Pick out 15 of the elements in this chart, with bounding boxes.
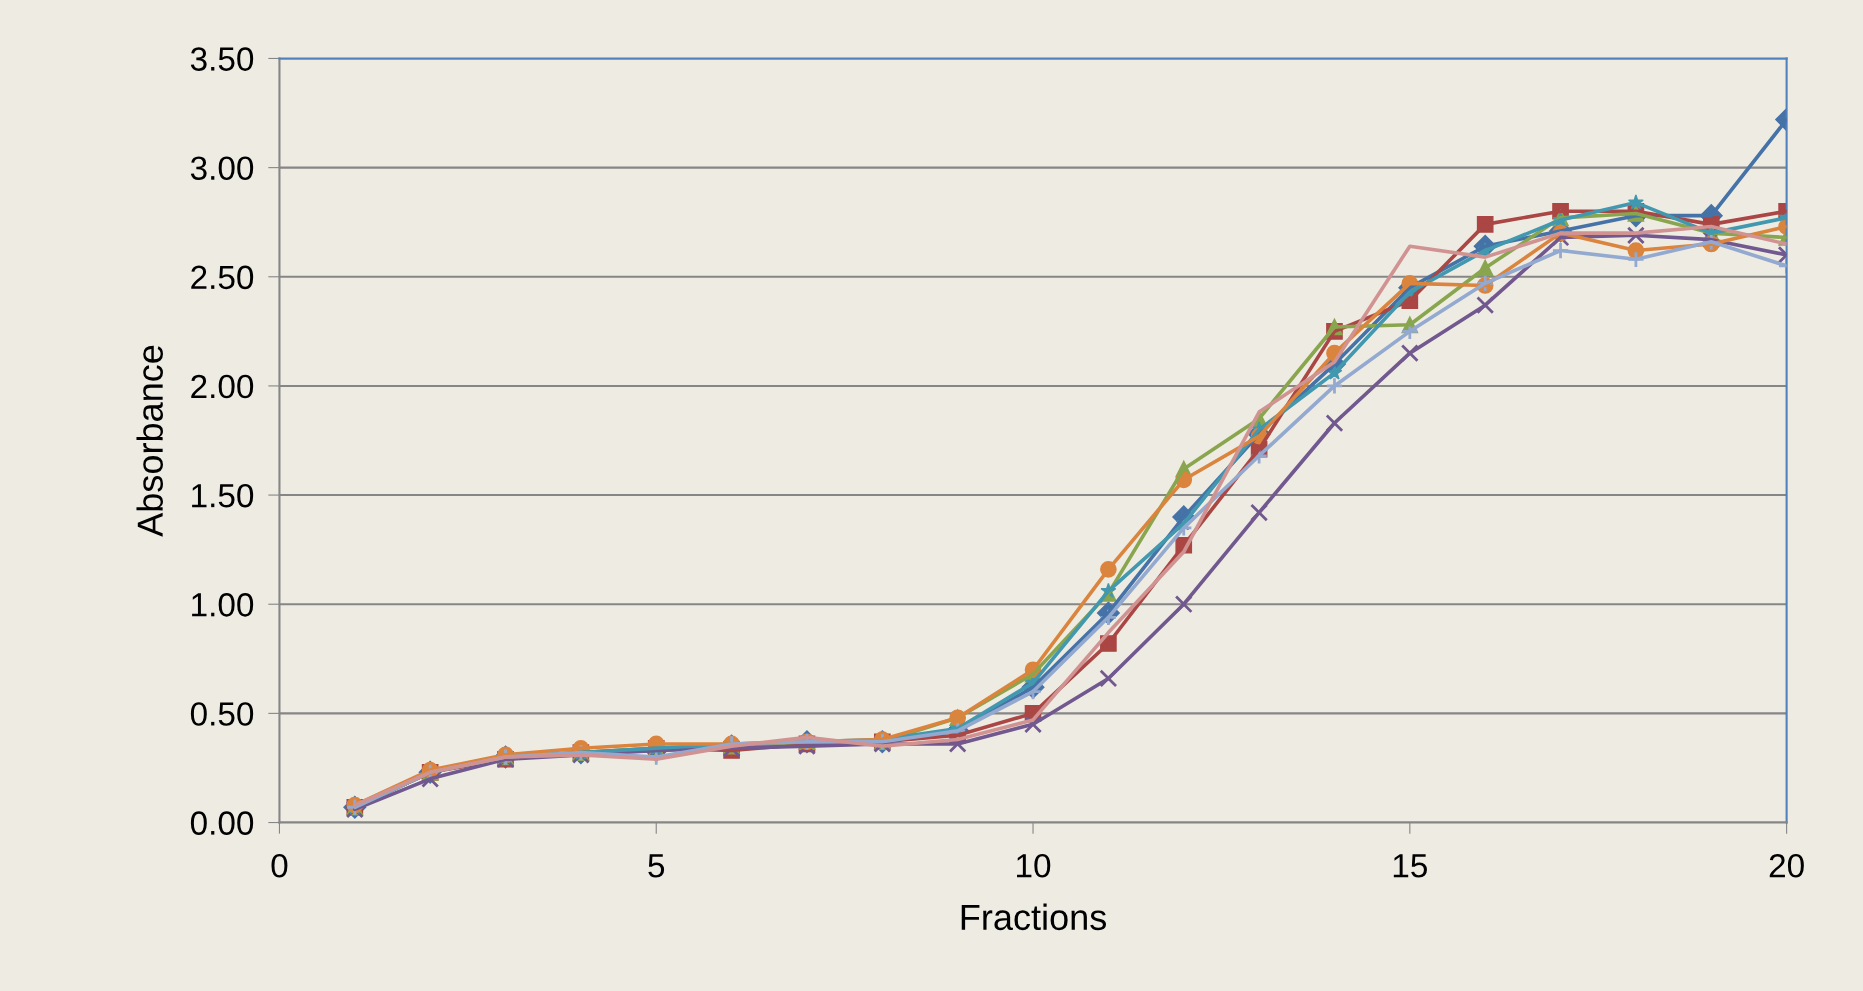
y-tick-label: 3.00 [190, 156, 254, 181]
x-tick-label: 10 [1017, 853, 1051, 878]
x-tick-label: 0 [271, 853, 288, 878]
x-tick-label: 5 [648, 854, 665, 878]
y-tick-label: 3.50 [190, 47, 254, 71]
y-tick-label: 2.50 [191, 265, 254, 290]
y-tick-label: 2.00 [191, 374, 254, 399]
y-tick-label: 0.50 [190, 702, 254, 726]
x-axis-title: Fractions [961, 903, 1106, 931]
y-tick-label: 0.00 [190, 811, 254, 835]
x-tick-label: 15 [1393, 854, 1427, 878]
x-tick-label: 20 [1769, 853, 1804, 878]
y-axis-title: Absorbance [136, 345, 163, 537]
y-tick-label: 1.00 [192, 593, 254, 617]
y-tick-label: 1.50 [192, 483, 254, 508]
